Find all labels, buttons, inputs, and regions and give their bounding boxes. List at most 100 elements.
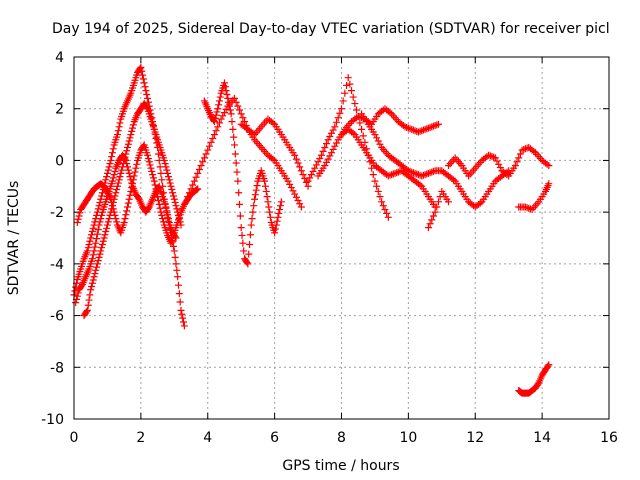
data-point-marker [103,186,111,194]
data-point-marker [150,177,158,185]
data-point-marker [297,203,305,211]
data-point-marker [176,218,184,226]
data-point-marker [104,166,112,174]
data-point-marker [154,150,162,158]
data-point-marker [88,228,96,236]
data-point-marker [428,123,436,131]
data-point-marker [144,154,152,162]
data-point-marker [202,150,210,158]
data-point-marker [131,168,139,176]
data-point-marker [214,105,222,113]
data-point-marker [116,119,124,127]
data-point-marker [86,291,94,299]
data-point-marker [227,110,235,118]
data-point-marker [161,160,169,168]
data-point-marker [119,160,127,168]
data-point-marker [220,109,228,117]
data-point-marker [379,202,387,210]
data-point-marker [421,125,429,133]
data-point-marker [239,239,247,247]
data-point-marker [219,112,227,120]
data-point-marker [232,98,240,106]
data-point-marker [154,193,162,201]
data-point-marker [164,173,172,181]
data-point-marker [85,296,93,304]
data-point-marker [511,162,519,170]
data-point-marker [403,123,411,131]
data-point-marker [142,87,150,95]
data-point-marker [103,224,111,232]
data-point-marker [423,170,431,178]
data-point-marker [154,197,162,205]
data-point-marker [143,90,151,98]
data-point-marker [114,179,122,187]
data-point-marker [434,120,442,128]
data-point-marker [122,211,130,219]
data-point-marker [156,204,164,212]
data-point-marker [234,177,242,185]
data-point-marker [195,165,203,173]
data-point-marker [225,98,233,106]
data-point-marker [388,171,396,179]
data-point-marker [123,207,131,215]
data-point-marker [164,211,172,219]
data-point-marker [272,221,280,229]
data-point-marker [409,126,417,134]
series-arc6 [200,79,285,268]
data-point-marker [251,195,259,203]
data-point-marker [277,198,285,206]
data-point-marker [371,177,379,185]
data-point-marker [224,94,232,102]
data-point-marker [73,218,81,226]
data-point-marker [491,154,499,162]
data-point-marker [94,226,102,234]
data-point-marker [424,169,432,177]
series-arc7 [237,115,312,190]
series-arc11 [358,110,513,211]
data-point-marker [78,282,86,290]
data-point-marker [100,234,108,242]
data-point-marker [73,292,81,300]
data-point-marker [515,154,523,162]
data-point-marker [93,230,101,238]
data-point-marker [428,168,436,176]
data-point-marker [319,147,327,155]
data-point-marker [144,151,152,159]
data-point-marker [251,191,259,199]
data-point-marker [95,253,103,261]
data-point-marker [411,169,419,177]
data-point-marker [169,189,177,197]
data-point-marker [102,228,110,236]
y-tick-label: -2 [50,205,64,221]
data-point-marker [332,118,340,126]
data-point-marker [171,253,179,261]
data-point-marker [113,186,121,194]
data-point-marker [269,155,277,163]
data-point-marker [250,202,258,210]
data-point-marker [152,185,160,193]
data-point-marker [93,235,101,243]
data-point-marker [121,215,129,223]
data-point-marker [426,169,434,177]
data-point-marker [113,131,121,139]
data-point-marker [237,224,245,232]
data-point-marker [89,251,97,259]
data-point-marker [177,306,185,314]
data-point-marker [126,134,134,142]
data-point-marker [243,259,251,267]
data-point-marker [273,217,281,225]
data-point-marker [83,306,91,314]
data-point-marker [210,131,218,139]
data-point-marker [404,167,412,175]
data-point-marker [90,247,98,255]
data-point-marker [96,198,104,206]
data-point-marker [109,145,117,153]
data-point-marker [94,257,102,265]
data-point-marker [424,124,432,132]
data-point-marker [75,212,83,220]
data-point-marker [108,149,116,157]
data-point-marker [129,121,137,129]
data-point-marker [526,205,534,213]
data-point-marker [133,160,141,168]
